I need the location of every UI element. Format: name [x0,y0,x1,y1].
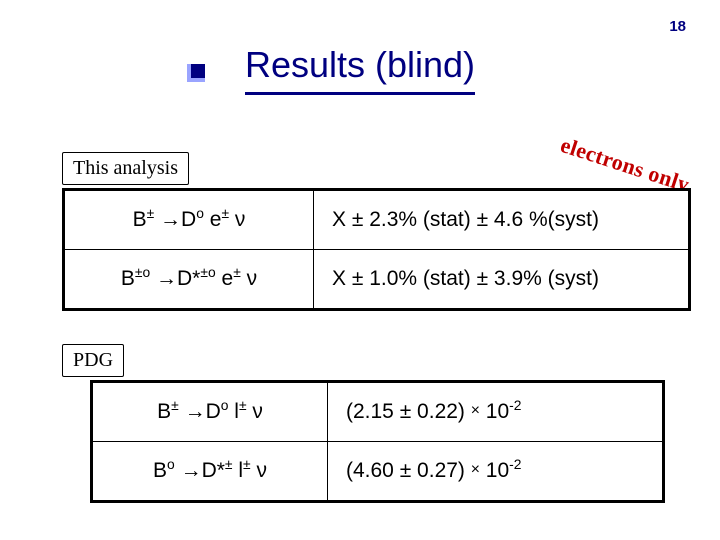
decay-cell: Bo →D*± l± ν [92,442,328,502]
table-row: Bo →D*± l± ν (4.60 ± 0.27) × 10-2 [92,442,664,502]
title-underline [245,92,475,95]
table-row: B±o →D*±o e± ν X ± 1.0% (stat) ± 3.9% (s… [64,250,690,310]
this-analysis-table: B± →Do e± ν X ± 2.3% (stat) ± 4.6 %(syst… [62,188,691,311]
result-cell: (4.60 ± 0.27) × 10-2 [328,442,664,502]
result-cell: X ± 1.0% (stat) ± 3.9% (syst) [314,250,690,310]
this-analysis-label: This analysis [62,152,189,185]
table-row: B± →Do e± ν X ± 2.3% (stat) ± 4.6 %(syst… [64,190,690,250]
pdg-table: B± →Do l± ν (2.15 ± 0.22) × 10-2 Bo →D*±… [90,380,665,503]
page-number: 18 [669,18,686,35]
title-accent-square [191,64,205,78]
decay-cell: B± →Do l± ν [92,382,328,442]
table-row: B± →Do l± ν (2.15 ± 0.22) × 10-2 [92,382,664,442]
result-cell: (2.15 ± 0.22) × 10-2 [328,382,664,442]
decay-cell: B± →Do e± ν [64,190,314,250]
page-title: Results (blind) [245,44,475,95]
result-cell: X ± 2.3% (stat) ± 4.6 %(syst) [314,190,690,250]
decay-cell: B±o →D*±o e± ν [64,250,314,310]
title-block: Results (blind) [0,44,720,95]
title-text: Results (blind) [245,44,475,85]
pdg-label: PDG [62,344,124,377]
